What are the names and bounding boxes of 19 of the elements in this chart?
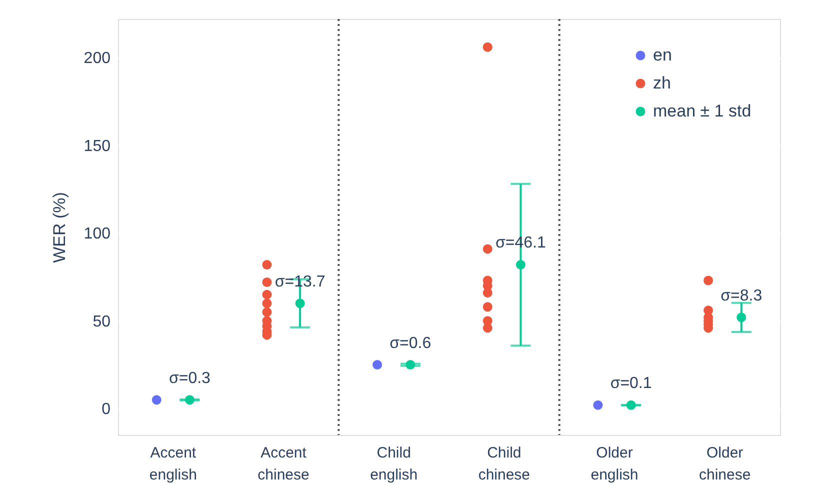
legend-label: zh <box>653 74 671 92</box>
y-tick-label: 150 <box>84 138 111 155</box>
legend-label: mean ± 1 std <box>653 102 752 120</box>
x-tick-label: Accent chinese <box>258 444 310 484</box>
annotation: σ=0.1 <box>610 375 652 392</box>
annotation: σ=8.3 <box>720 287 762 304</box>
y-tick-label: 200 <box>84 50 111 68</box>
annotation: σ=0.6 <box>390 334 432 352</box>
x-tick-label: Older chinese <box>698 444 751 484</box>
y-tick-label: 100 <box>84 226 111 243</box>
y-axis-title: WER (%) <box>50 192 69 263</box>
y-tick-label: 50 <box>92 313 111 330</box>
x-tick-label: Child english <box>370 444 418 484</box>
x-tick-label: Child chinese <box>478 444 530 484</box>
annotation: σ=0.3 <box>168 370 211 387</box>
legend-label: en <box>653 46 672 64</box>
y-tick-label: 0 <box>102 401 111 418</box>
x-tick-label: Older english <box>590 444 638 484</box>
x-tick-label: Accent english <box>149 444 197 484</box>
